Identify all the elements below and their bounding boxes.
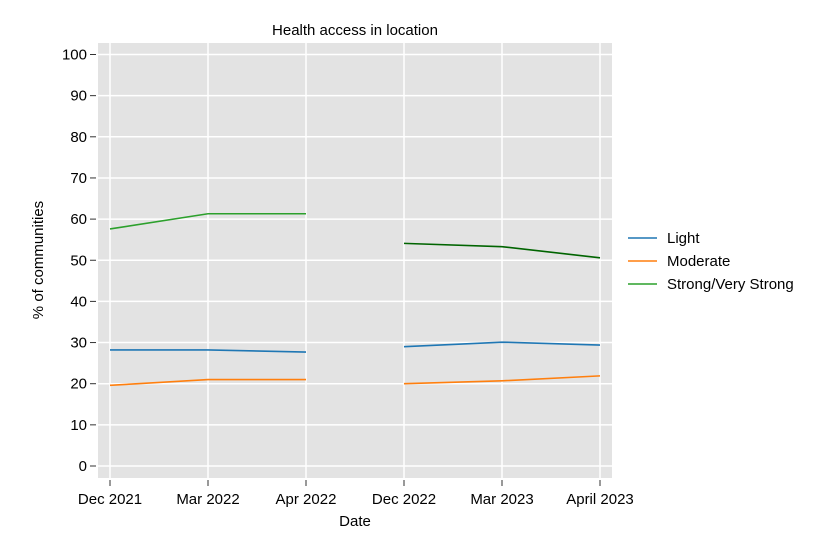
- legend: Light Moderate Strong/Very Strong: [628, 230, 794, 293]
- y-tick-label: 50: [70, 252, 87, 269]
- series-line-moderate: [109, 378, 306, 387]
- series-line-strong-very-strong: [109, 212, 306, 230]
- y-tick-label: 60: [70, 211, 87, 228]
- x-tick-label: Dec 2022: [372, 491, 436, 508]
- x-tick-label: Dec 2021: [78, 491, 142, 508]
- y-axis: 0 10 20 30 40 50 60 70 80 90 100: [62, 47, 96, 475]
- y-tick-label: 70: [70, 170, 87, 187]
- series-line-moderate: [403, 375, 601, 385]
- grid-lines: [98, 43, 612, 478]
- series-lines: [109, 212, 601, 387]
- x-axis: Dec 2021 Mar 2022 Apr 2022 Dec 2022 Mar 2023…: [78, 480, 634, 508]
- y-tick-label: 100: [62, 47, 87, 64]
- y-axis-title: % of communities: [30, 201, 47, 319]
- x-tick-label: Apr 2022: [276, 491, 337, 508]
- y-tick-label: 90: [70, 88, 87, 105]
- chart-title: Health access in location: [272, 22, 438, 39]
- x-tick-label: Mar 2023: [470, 491, 533, 508]
- x-tick-label: April 2023: [566, 491, 634, 508]
- legend-label: Light: [667, 230, 700, 247]
- y-tick-label: 0: [79, 458, 87, 475]
- legend-label: Moderate: [667, 253, 730, 270]
- y-tick-label: 10: [70, 417, 87, 434]
- y-tick-label: 30: [70, 335, 87, 352]
- y-tick-label: 20: [70, 376, 87, 393]
- series-line-light: [110, 349, 307, 353]
- y-tick-label: 40: [70, 293, 87, 310]
- x-axis-title: Date: [339, 513, 371, 530]
- legend-label: Strong/Very Strong: [667, 276, 794, 293]
- y-tick-label: 80: [70, 129, 87, 146]
- x-tick-label: Mar 2022: [176, 491, 239, 508]
- series-line-strong-very-strong: [403, 242, 601, 259]
- series-line-light: [403, 341, 601, 348]
